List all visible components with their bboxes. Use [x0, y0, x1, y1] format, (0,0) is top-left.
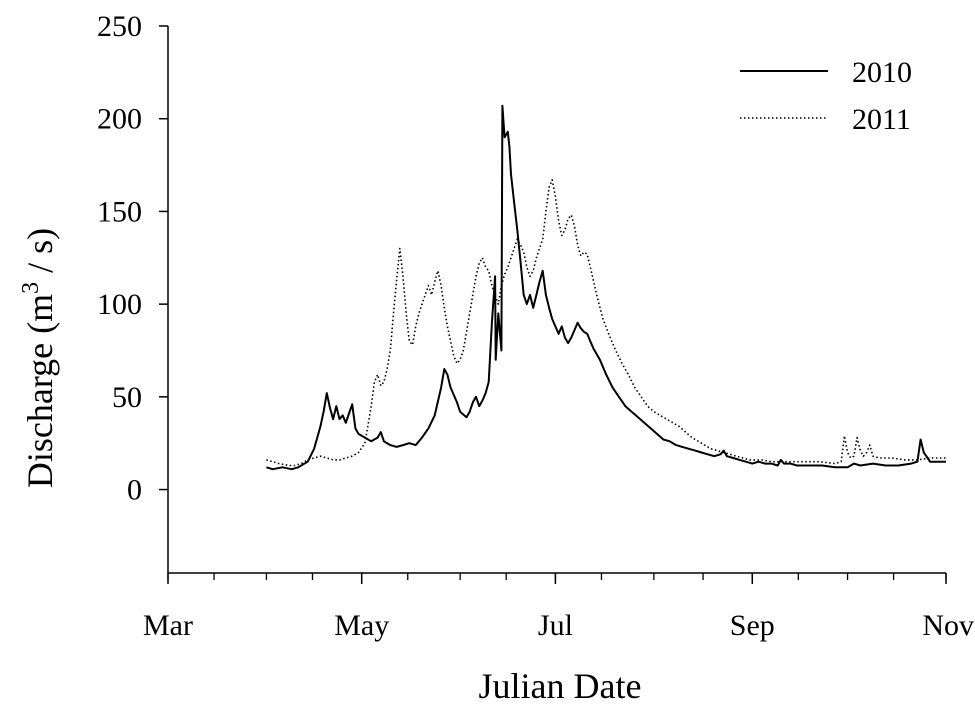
series-line-2010: [266, 104, 946, 471]
x-axis-title: Julian Date: [479, 666, 642, 705]
tick-marks: [159, 25, 947, 584]
y-axis-title-tail: / s): [20, 228, 60, 282]
x-tick-label-mar: Mar: [143, 609, 193, 642]
y-tick-label-50: 50: [112, 381, 142, 414]
y-axis-title-main: Discharge (m: [20, 294, 60, 488]
series-line-2011: [266, 179, 946, 467]
y-tick-label-0: 0: [127, 474, 142, 507]
y-tick-label-150: 150: [97, 195, 142, 228]
x-tick-label-jul: Jul: [538, 609, 573, 642]
legend-label-2010: 2010: [852, 56, 912, 89]
legend: 2010 2011: [740, 56, 912, 136]
x-tick-label-may: May: [334, 609, 389, 642]
series-layer: [266, 104, 946, 471]
legend-label-2011: 2011: [852, 103, 911, 136]
x-tick-label-sep: Sep: [730, 609, 775, 642]
tick-labels: 0 50 100 150 200 250 Mar May Jul Sep Nov: [97, 10, 974, 642]
y-tick-label-250: 250: [97, 10, 142, 43]
axes: [167, 26, 946, 574]
y-axis-title-superscript: 3: [18, 282, 44, 294]
y-tick-label-100: 100: [97, 288, 142, 321]
y-tick-label-200: 200: [97, 103, 142, 136]
y-axis-title: Discharge (m3 / s): [18, 228, 60, 488]
x-tick-label-nov: Nov: [922, 609, 974, 642]
